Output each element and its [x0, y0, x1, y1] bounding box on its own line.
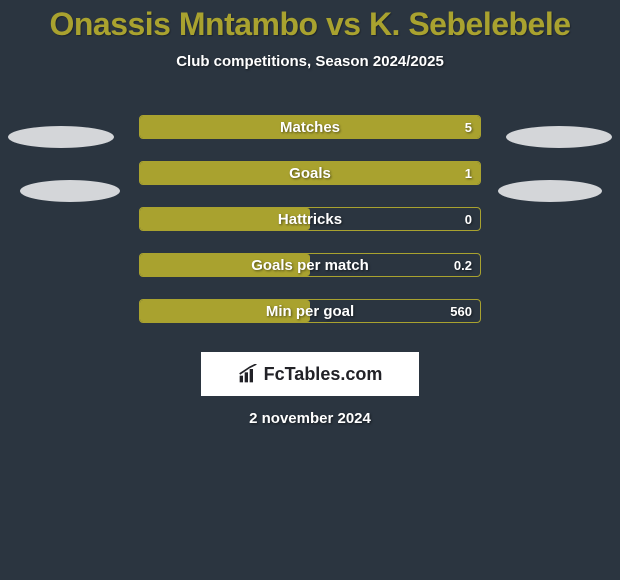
bar-fill	[140, 162, 480, 184]
stat-bar-goals: Goals 1	[139, 161, 481, 185]
bar-chart-icon	[238, 364, 258, 384]
stat-row: Goals per match 0.2	[0, 242, 620, 288]
bar-fill	[140, 254, 310, 276]
stat-row: Goals 1	[0, 150, 620, 196]
stat-value: 0.2	[454, 258, 472, 273]
bar-fill	[140, 208, 310, 230]
date-label: 2 november 2024	[0, 410, 620, 427]
stat-row: Matches 5	[0, 104, 620, 150]
subtitle: Club competitions, Season 2024/2025	[0, 53, 620, 70]
comparison-widget: Onassis Mntambo vs K. Sebelebele Club co…	[0, 0, 620, 427]
stat-bar-hattricks: Hattricks 0	[139, 207, 481, 231]
bar-fill	[140, 116, 480, 138]
brand-text: FcTables.com	[264, 364, 383, 385]
brand-badge[interactable]: FcTables.com	[201, 352, 419, 396]
stat-bar-min-per-goal: Min per goal 560	[139, 299, 481, 323]
stats-area: Matches 5 Goals 1 Hattricks 0 Goals per …	[0, 104, 620, 334]
bar-fill	[140, 300, 310, 322]
stat-row: Min per goal 560	[0, 288, 620, 334]
stat-value: 0	[465, 212, 472, 227]
stat-row: Hattricks 0	[0, 196, 620, 242]
stat-value: 560	[450, 304, 472, 319]
stat-bar-goals-per-match: Goals per match 0.2	[139, 253, 481, 277]
stat-bar-matches: Matches 5	[139, 115, 481, 139]
page-title: Onassis Mntambo vs K. Sebelebele	[0, 0, 620, 43]
